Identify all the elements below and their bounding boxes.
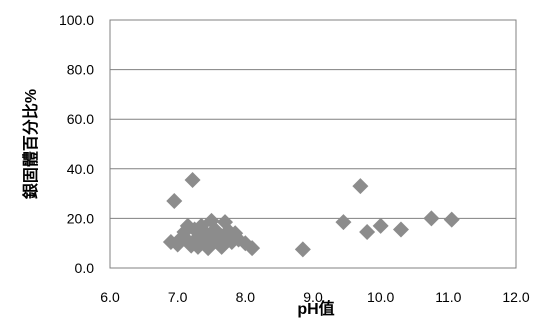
y-tick-label: 40.0	[67, 161, 94, 177]
data-point	[423, 210, 440, 227]
data-point	[166, 193, 183, 210]
x-tick-label: 8.0	[236, 289, 256, 305]
data-point	[184, 171, 201, 188]
data-point	[244, 240, 261, 257]
data-point	[443, 211, 460, 228]
x-tick-label: 7.0	[168, 289, 188, 305]
x-tick-label: 12.0	[502, 289, 529, 305]
y-tick-label: 100.0	[59, 12, 94, 28]
x-axis-title: pH值	[297, 299, 334, 318]
x-tick-labels: 6.0 7.0 8.0 9.0 10.0 11.0 12.0	[100, 289, 530, 305]
y-tick-label: 0.0	[75, 260, 95, 276]
y-tick-label: 20.0	[67, 210, 94, 226]
data-points	[162, 171, 460, 258]
data-point	[352, 178, 369, 195]
data-point	[359, 224, 376, 241]
y-axis-title: 銀固體百分比%	[21, 89, 40, 199]
y-tick-label: 80.0	[67, 62, 94, 78]
x-tick-label: 6.0	[100, 289, 120, 305]
y-tick-labels: 0.0 20.0 40.0 60.0 80.0 100.0	[59, 12, 94, 276]
x-tick-label: 10.0	[367, 289, 394, 305]
data-point	[335, 214, 352, 231]
data-point	[392, 221, 409, 238]
y-tick-label: 60.0	[67, 111, 94, 127]
data-point	[372, 217, 389, 234]
x-tick-label: 11.0	[435, 289, 461, 305]
data-point	[294, 241, 311, 258]
x-tick-label: 9.0	[303, 289, 323, 305]
plot-area	[109, 19, 517, 269]
